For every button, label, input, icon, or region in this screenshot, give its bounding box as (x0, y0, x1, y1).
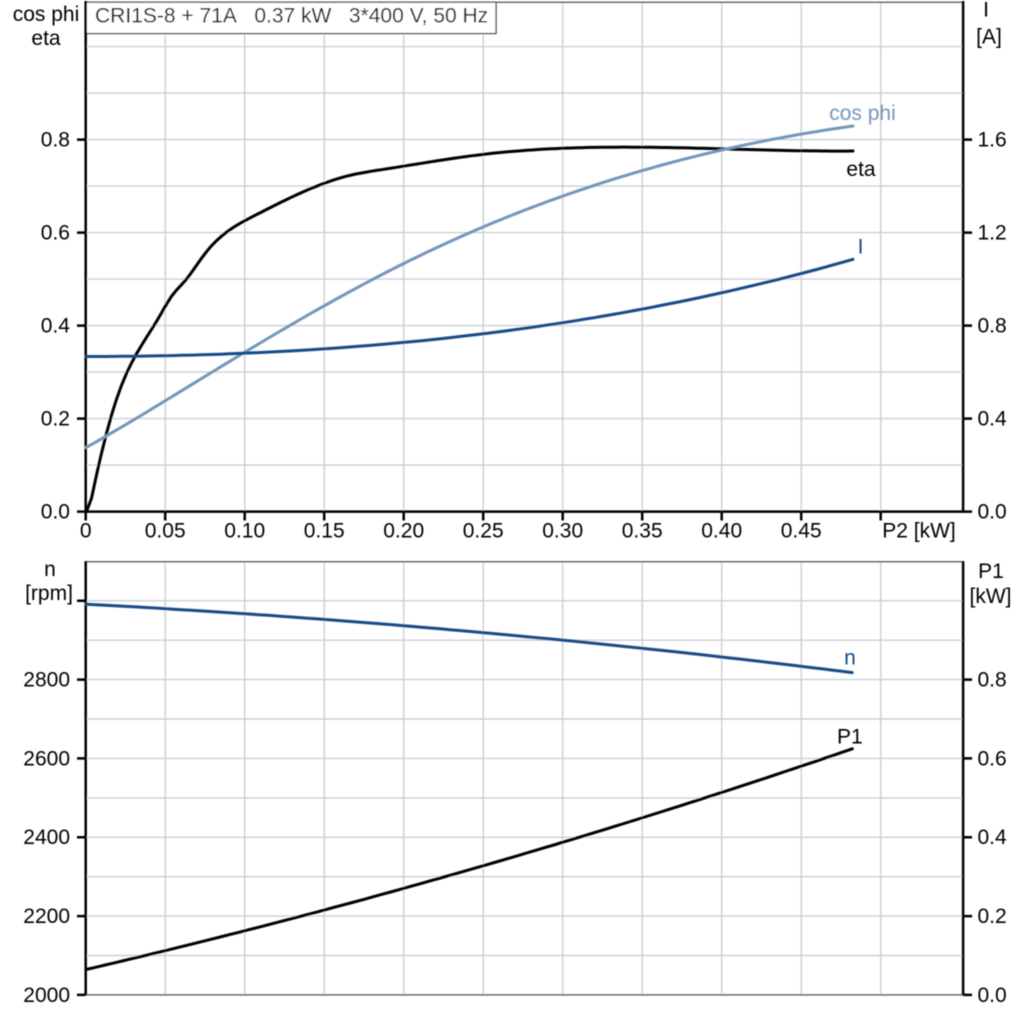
svg-text:P1: P1 (837, 726, 863, 749)
svg-text:0.05: 0.05 (145, 520, 186, 543)
svg-text:cos phi: cos phi (13, 3, 80, 26)
svg-text:2600: 2600 (23, 747, 70, 770)
svg-text:I: I (858, 236, 864, 259)
svg-text:0.20: 0.20 (383, 520, 424, 543)
svg-text:0.8: 0.8 (978, 315, 1007, 338)
svg-text:1.6: 1.6 (978, 129, 1007, 152)
svg-text:eta: eta (31, 27, 61, 50)
svg-text:0.25: 0.25 (463, 520, 504, 543)
svg-text:0.6: 0.6 (978, 747, 1007, 770)
svg-text:I: I (983, 0, 989, 22)
svg-text:[A]: [A] (976, 26, 1002, 49)
svg-text:P2 [kW]: P2 [kW] (882, 520, 956, 543)
svg-text:0.0: 0.0 (978, 984, 1007, 1007)
svg-text:1.2: 1.2 (978, 222, 1007, 245)
svg-text:0.0: 0.0 (41, 501, 70, 524)
svg-text:eta: eta (846, 158, 876, 181)
svg-text:0.4: 0.4 (41, 315, 71, 338)
svg-text:n: n (844, 647, 856, 670)
svg-text:0.45: 0.45 (781, 520, 822, 543)
svg-text:0.2: 0.2 (41, 408, 70, 431)
svg-text:2200: 2200 (23, 905, 70, 928)
svg-text:0.15: 0.15 (304, 520, 345, 543)
svg-text:2800: 2800 (23, 669, 70, 692)
svg-text:0.4: 0.4 (978, 408, 1008, 431)
svg-text:0.8: 0.8 (41, 129, 70, 152)
svg-text:2000: 2000 (23, 984, 70, 1007)
svg-text:0.2: 0.2 (978, 905, 1007, 928)
svg-text:0: 0 (80, 520, 92, 543)
svg-text:cos phi: cos phi (829, 102, 896, 125)
svg-text:0.30: 0.30 (542, 520, 583, 543)
svg-text:P1: P1 (978, 560, 1004, 583)
svg-text:0.8: 0.8 (978, 669, 1007, 692)
svg-text:[kW]: [kW] (970, 585, 1012, 608)
svg-text:n: n (44, 558, 56, 581)
svg-text:2400: 2400 (23, 826, 70, 849)
svg-text:0.35: 0.35 (622, 520, 663, 543)
svg-text:0.0: 0.0 (978, 501, 1007, 524)
svg-text:[rpm]: [rpm] (25, 582, 73, 605)
svg-text:CRI1S-8 + 71A 0.37 kW 3*40: CRI1S-8 + 71A 0.37 kW 3*400 V, 50 Hz (95, 5, 488, 28)
svg-text:0.10: 0.10 (224, 520, 265, 543)
svg-text:0.6: 0.6 (41, 222, 70, 245)
svg-text:0.4: 0.4 (978, 826, 1008, 849)
svg-text:0.40: 0.40 (701, 520, 742, 543)
